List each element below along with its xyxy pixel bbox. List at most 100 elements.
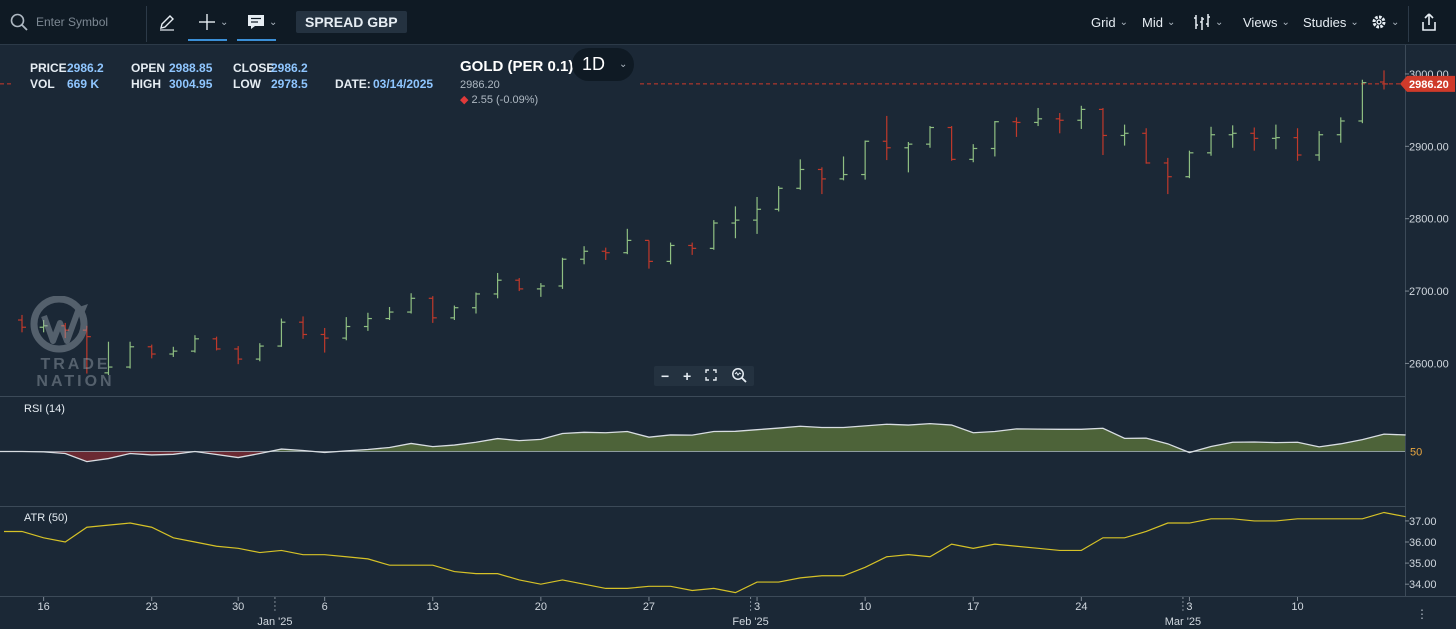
atr-axis-label: 37.00 [1409, 516, 1437, 528]
rsi-fill-below [0, 451, 1405, 462]
chevron-down-icon: ⌄ [1391, 16, 1400, 28]
ohlc-bar [731, 206, 740, 239]
ohlc-bar [709, 220, 718, 250]
logo-mark-icon [30, 295, 88, 353]
studies-menu[interactable]: Studies ⌄ [1303, 0, 1359, 44]
search-input[interactable]: Enter Symbol [36, 15, 109, 29]
logo-text: TRADE NATION [36, 356, 115, 390]
ohlc-bar [472, 292, 480, 314]
ohlc-bar [450, 305, 459, 321]
ohlc-bar [82, 325, 91, 374]
ohlc-bar [536, 283, 545, 297]
rsi-line [0, 422, 1406, 463]
rsi-pane-title: RSI (14) [24, 403, 65, 415]
price-value: 2986.2 [67, 61, 104, 75]
ohlc-bar [342, 317, 351, 341]
time-axis-label: 3 [754, 601, 760, 613]
ohlc-bar [861, 140, 870, 180]
time-axis-label: 16 [37, 601, 49, 613]
chevron-down-icon: ⌄ [1281, 16, 1290, 28]
search-icon [10, 13, 28, 31]
atr-axis-label: 36.00 [1409, 537, 1437, 549]
annotation-button[interactable]: ⌄ [247, 0, 277, 44]
ohlc-bar [666, 242, 675, 265]
views-menu[interactable]: Views ⌄ [1243, 0, 1290, 44]
atr-line [4, 511, 1406, 594]
mid-menu[interactable]: Mid ⌄ [1142, 0, 1175, 44]
ohlc-bar [493, 272, 502, 299]
ohlc-bar [601, 247, 610, 260]
high-value: 3004.95 [169, 77, 213, 91]
price-pane [0, 70, 1405, 376]
ohlc-bar [1250, 127, 1259, 151]
price-axis-label: 2600.00 [1409, 358, 1449, 370]
ohlc-bar [796, 159, 805, 190]
time-axis-label: 24 [1075, 601, 1087, 613]
zoom-in-button[interactable]: + [683, 368, 692, 384]
low-label: LOW [233, 77, 261, 91]
grid-menu[interactable]: Grid ⌄ [1091, 0, 1128, 44]
vol-label: VOL [30, 77, 55, 91]
instrument-price: 2986.20 [460, 79, 500, 91]
ohlc-bar [277, 318, 286, 347]
ohlc-bar [299, 316, 308, 339]
mid-menu-label: Mid [1142, 14, 1163, 30]
chevron-down-icon: ⌄ [1215, 16, 1224, 28]
ohlc-bar [1055, 113, 1064, 134]
ohlc-bar [407, 293, 416, 314]
share-button[interactable] [1420, 0, 1438, 44]
ohlc-bar [255, 343, 264, 362]
ohlc-bar [147, 344, 156, 359]
time-axis[interactable]: 16 23 30 6 13 20 27 3 10 17 24 3 10 Jan '25 Feb '25 Mar… [37, 597, 1304, 628]
ohlc-bar [839, 156, 848, 181]
draw-tool-button[interactable] [158, 0, 176, 44]
zoom-reset-icon[interactable] [731, 367, 747, 386]
date-value: 03/14/2025 [373, 77, 434, 91]
ohlc-bar [623, 228, 632, 255]
share-icon [1420, 12, 1438, 32]
instrument-name: GOLD (PER 0.1) [460, 58, 574, 75]
more-options-icon[interactable]: ⋮ [1416, 607, 1428, 621]
settings-menu[interactable]: ⌄ [1371, 0, 1399, 44]
atr-axis-label: 34.00 [1409, 579, 1437, 591]
atr-axis[interactable]: 34.00 35.00 36.00 37.00 [1405, 516, 1437, 591]
ohlc-bar [1142, 128, 1151, 164]
price-label: PRICE [30, 61, 67, 75]
ohlc-bar [1163, 157, 1172, 195]
timeframe-selector[interactable]: 1D ⌄ [572, 48, 634, 81]
chevron-down-icon: ⌄ [1166, 16, 1176, 28]
ohlc-bar [363, 312, 372, 331]
studies-menu-label: Studies [1303, 14, 1347, 30]
ohlc-bar [1207, 126, 1216, 156]
symbol-search[interactable]: Enter Symbol [10, 0, 140, 44]
date-label: DATE: [335, 77, 371, 91]
rsi-level-label: 50 [1410, 447, 1422, 459]
crosshair-button[interactable]: ⌄ [198, 0, 228, 44]
fit-screen-icon[interactable] [705, 368, 717, 384]
trade-nation-logo: TRADE NATION [18, 295, 133, 392]
timeframe-label: 1D [582, 54, 606, 74]
ohlc-bar [580, 246, 589, 265]
symbol-badge[interactable]: SPREAD GBP [296, 11, 407, 33]
month-label: Feb '25 [732, 616, 768, 628]
time-axis-label: 17 [967, 601, 979, 613]
instrument-change-value: 2.55 (-0.09%) [471, 94, 539, 106]
ohlc-bar [1336, 117, 1345, 143]
ohlc-bar [558, 257, 567, 289]
ohlc-bar [234, 346, 243, 365]
zoom-out-button[interactable]: − [660, 368, 670, 384]
ohlc-bar [1358, 79, 1367, 124]
ohlc-bar [1077, 105, 1086, 129]
time-axis-label: 10 [1291, 601, 1303, 613]
ohlc-bar [1293, 128, 1302, 161]
rsi-pane: RSI (14) [0, 403, 1406, 463]
ohlc-bar [644, 239, 653, 269]
time-axis-label: 6 [322, 601, 328, 613]
last-price-marker-bg [1400, 75, 1455, 92]
ohlc-bar [990, 120, 999, 157]
chart-type-menu[interactable]: ⌄ [1193, 0, 1223, 44]
comment-icon [247, 14, 265, 30]
grid-menu-label: Grid [1091, 14, 1116, 30]
